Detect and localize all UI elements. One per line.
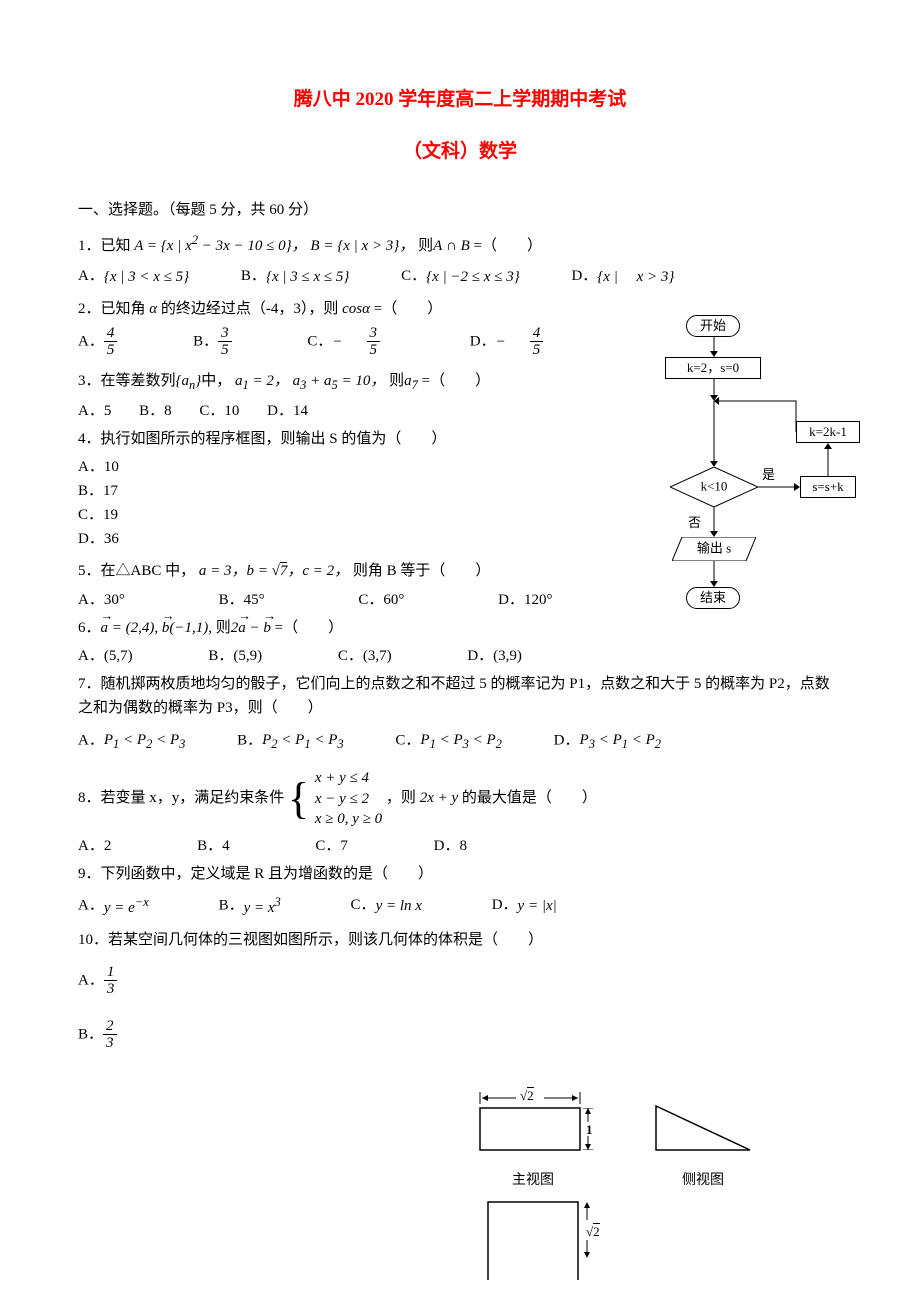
flowchart-diagram: 开始 k=2，s=0 k<10 是 s=s+k k=2k-1 否 输出 s 结束 (628, 315, 858, 705)
section-heading: 一、选择题。（每题 5 分，共 60 分） (78, 198, 842, 222)
side-view-label: 侧视图 (648, 1170, 758, 1192)
q3-optB: B．8 (139, 399, 172, 423)
q1-setA: A = {x | x2 − 3x − 10 ≤ 0}， (134, 238, 306, 254)
q8-tail: 的最大值是（ ） (462, 790, 597, 806)
q10-options: A．13 B．23 (78, 964, 842, 1052)
q5-optC: C．60° (358, 588, 404, 612)
q6-optB: B．(5,9) (208, 644, 262, 668)
front-view-label: 主视图 (468, 1170, 598, 1192)
q3-optA: A．5 (78, 399, 111, 423)
fc-output: 输出 s (672, 537, 756, 561)
q8-optB: B．4 (197, 834, 230, 858)
q8-expr: 2x + y (420, 790, 458, 806)
q1-optB: B．{x | 3 ≤ x ≤ 5} (241, 264, 373, 289)
q5-optD: D．120° (498, 588, 552, 612)
q7-optD: D．P3 < P1 < P2 (554, 728, 685, 754)
q6-optA: A．(5,7) (78, 644, 133, 668)
top-dim: √2 (586, 1222, 600, 1243)
q8-optC: C．7 (315, 834, 348, 858)
q2-optB: B．35 (193, 325, 280, 359)
exam-subtitle: （文科）数学 (78, 137, 842, 167)
q7-optC: C．P1 < P3 < P2 (395, 728, 526, 754)
q1-optC: C．{x | −2 ≤ x ≤ 3} (401, 264, 544, 289)
q5-stem: 5．在△ABC 中， a = 3，b = √7，c = 2， 则角 B 等于（ … (78, 562, 490, 579)
q1-optD: D．{x | x > 3} (571, 264, 698, 289)
q2-optC: C．−35 (307, 325, 428, 359)
q3-stem: 3．在等差数列{an}中， a1 = 2， a3 + a5 = 10， 则a7 … (78, 373, 490, 389)
q10-optA: A．13 (78, 964, 842, 998)
fc-start: 开始 (686, 315, 740, 337)
question-9: 9．下列函数中，定义域是 R 且为增函数的是（ ） (78, 862, 842, 886)
q8-mid: ，则 (386, 790, 416, 806)
q7-options: A．P1 < P2 < P3 B．P2 < P1 < P3 C．P1 < P3 … (78, 728, 842, 754)
q1-options: A．{x | 3 < x ≤ 5} B．{x | 3 ≤ x ≤ 5} C．{x… (78, 264, 842, 289)
q2-stem: 2．已知角 α 的终边经过点（-4，3），则 cosα =（ ） (78, 301, 442, 317)
side-view-icon (648, 1090, 758, 1160)
q1-tail: 则A ∩ B =（ ） (418, 238, 542, 254)
fc-yes-label: 是 (762, 465, 775, 486)
q8-stem-pre: 8．若变量 x，y，满足约束条件 (78, 790, 284, 806)
brace-icon: { (288, 775, 309, 823)
q6-stem: 6．a = (2,4), b(−1,1), 则2a − b =（ ） (78, 620, 343, 636)
fc-body1: s=s+k (800, 476, 856, 498)
q2-optD: D．−45 (470, 325, 591, 359)
q9-optD: D．y = |x| (492, 893, 581, 918)
q1-stem-pre: 1．已知 (78, 238, 131, 254)
front-dim-w: √2 (520, 1086, 534, 1107)
question-10: 10．若某空间几何体的三视图如图所示，则该几何体的体积是（ ） (78, 928, 842, 952)
q3-optD: D．14 (267, 399, 308, 423)
three-views-diagram: √2 1 主视图 侧视图 √2 (468, 1090, 848, 1290)
exam-title: 腾八中 2020 学年度高二上学期期中考试 (78, 85, 842, 115)
question-1: 1．已知 A = {x | x2 − 3x − 10 ≤ 0}， B = {x … (78, 230, 842, 258)
q10-optB: B．23 (78, 1018, 842, 1052)
q3-optC: C．10 (199, 399, 239, 423)
q8-constraints: x + y ≤ 4 x − y ≤ 2 x ≥ 0, y ≥ 0 (315, 768, 382, 829)
q7-optA: A．P1 < P2 < P3 (78, 728, 209, 754)
q9-optA: A．y = e−x (78, 892, 173, 920)
q9-optC: C．y = ln x (351, 893, 446, 918)
fc-init: k=2，s=0 (665, 357, 761, 379)
q6-optD: D．(3,9) (467, 644, 522, 668)
q8-optA: A．2 (78, 834, 111, 858)
fc-no-label: 否 (688, 513, 701, 534)
q8-optD: D．8 (434, 834, 467, 858)
q1-optA: A．{x | 3 < x ≤ 5} (78, 264, 213, 289)
q9-optB: B．y = x3 (219, 892, 305, 920)
q9-options: A．y = e−x B．y = x3 C．y = ln x D．y = |x| (78, 892, 842, 920)
q7-optB: B．P2 < P1 < P3 (237, 728, 368, 754)
fc-cond: k<10 (670, 467, 758, 507)
q6-optC: C．(3,7) (338, 644, 392, 668)
q1-setB: B = {x | x > 3}， (310, 238, 414, 254)
question-8: 8．若变量 x，y，满足约束条件 { x + y ≤ 4 x − y ≤ 2 x… (78, 768, 842, 829)
fc-body2: k=2k-1 (796, 421, 860, 443)
q8-options: A．2 B．4 C．7 D．8 (78, 833, 842, 858)
q2-optA: A．45 (78, 325, 165, 359)
fc-end: 结束 (686, 587, 740, 609)
